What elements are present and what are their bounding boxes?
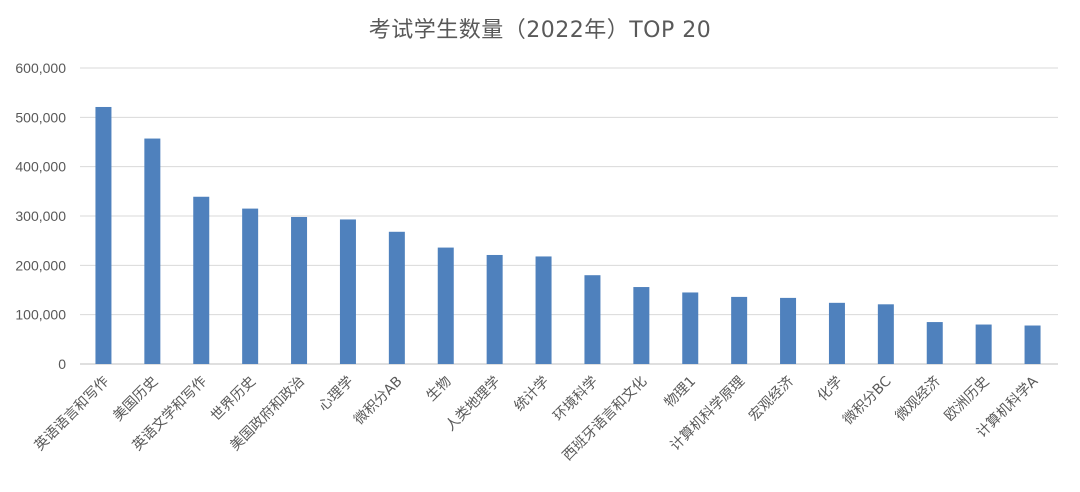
x-tick-label: 美国历史	[110, 374, 161, 425]
x-tick-label: 环境科学	[550, 374, 601, 425]
x-tick-label: 西班牙语言和文化	[560, 374, 651, 465]
x-tick-label: 物理1	[662, 374, 699, 411]
bar	[95, 106, 112, 365]
bar	[780, 297, 797, 364]
x-tick-label: 宏观经济	[746, 374, 797, 425]
bars	[95, 106, 1041, 365]
y-tick-label: 500,000	[15, 109, 66, 125]
y-tick-label: 300,000	[15, 208, 66, 224]
bar	[144, 138, 161, 364]
bar	[975, 324, 992, 364]
x-tick-label: 统计学	[511, 374, 552, 415]
bar	[291, 216, 308, 364]
bar	[633, 287, 650, 364]
bar	[242, 208, 259, 364]
x-tick-label: 心理学	[316, 374, 357, 415]
bar	[193, 196, 210, 364]
x-tick-label: 世界历史	[208, 374, 259, 425]
bar	[486, 254, 503, 364]
bar	[437, 247, 454, 364]
x-tick-label: 生物	[423, 374, 454, 405]
bar	[1024, 325, 1041, 364]
y-tick-label: 100,000	[15, 307, 66, 323]
chart-title: 考试学生数量（2022年）TOP 20	[368, 18, 712, 43]
y-tick-label: 600,000	[15, 60, 66, 76]
bar	[584, 275, 601, 364]
bar	[731, 296, 748, 364]
x-tick-label: 化学	[815, 374, 846, 405]
x-tick-label: 欧洲历史	[942, 374, 993, 425]
x-tick-label: 微积分BC	[840, 373, 895, 428]
bar	[339, 219, 356, 364]
x-tick-label: 微积分AB	[351, 374, 406, 429]
x-tick-label: 微观经济	[893, 374, 944, 425]
bar	[388, 231, 405, 364]
y-axis: 0 100,000 200,000 300,000 400,000 500,000 600,…	[15, 60, 66, 372]
bar	[682, 292, 699, 364]
bar	[828, 302, 845, 364]
bar	[535, 256, 552, 364]
y-tick-label: 400,000	[15, 159, 66, 175]
gridlines	[80, 67, 1058, 365]
y-tick-label: 0	[58, 356, 66, 372]
y-tick-label: 200,000	[15, 257, 66, 273]
bar	[877, 304, 894, 364]
x-tick-label: 英语语言和写作	[31, 373, 112, 454]
bar	[926, 322, 943, 364]
